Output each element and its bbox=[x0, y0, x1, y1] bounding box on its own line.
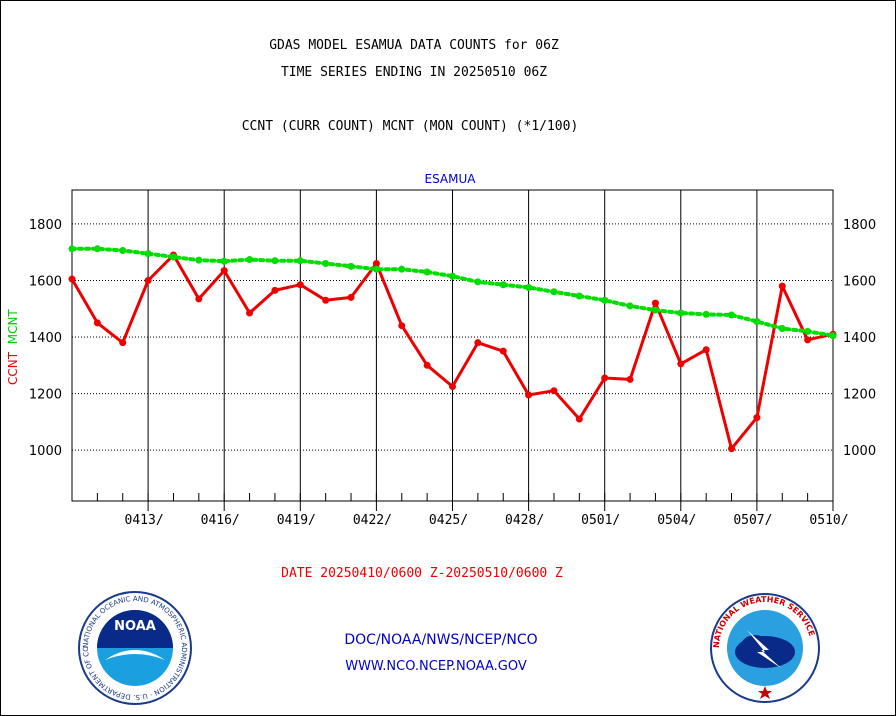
data-point-ccnt bbox=[753, 414, 761, 422]
y-tick-label-left: 1000 bbox=[29, 444, 62, 459]
x-tick-label: 0507/ bbox=[733, 513, 772, 528]
data-point-mcnt bbox=[322, 260, 330, 268]
x-tick-label: 0425/ bbox=[429, 513, 468, 528]
nws-logo-icon: NATIONAL WEATHER SERVICE bbox=[710, 593, 820, 703]
data-point-mcnt bbox=[474, 278, 482, 286]
x-tick-label: 0416/ bbox=[201, 513, 240, 528]
data-point-ccnt bbox=[347, 293, 355, 301]
data-point-mcnt bbox=[728, 311, 736, 319]
data-point-mcnt bbox=[804, 327, 812, 335]
chart-title-line-2: TIME SERIES ENDING IN 20250510 06Z bbox=[280, 65, 548, 80]
data-point-ccnt bbox=[702, 346, 710, 354]
data-point-ccnt bbox=[474, 339, 482, 347]
data-point-mcnt bbox=[68, 245, 76, 253]
data-point-ccnt bbox=[423, 361, 431, 369]
data-point-ccnt bbox=[778, 282, 786, 290]
data-point-mcnt bbox=[93, 245, 101, 253]
data-point-ccnt bbox=[499, 347, 507, 355]
data-point-mcnt bbox=[626, 302, 634, 310]
chart-title-line-3: CCNT (CURR COUNT) MCNT (MON COUNT) (*1/1… bbox=[241, 119, 579, 134]
x-tick-label: 0510/ bbox=[809, 513, 848, 528]
data-point-ccnt bbox=[93, 319, 101, 327]
x-tick-label: 0422/ bbox=[353, 513, 392, 528]
x-tick-label: 0504/ bbox=[657, 513, 696, 528]
data-point-mcnt bbox=[753, 317, 761, 325]
data-point-ccnt bbox=[271, 286, 279, 294]
data-point-ccnt bbox=[728, 445, 736, 453]
data-point-ccnt bbox=[220, 267, 228, 275]
data-point-ccnt bbox=[804, 336, 812, 344]
data-point-mcnt bbox=[398, 265, 406, 273]
data-point-ccnt bbox=[195, 295, 203, 303]
data-point-ccnt bbox=[296, 281, 304, 289]
data-point-mcnt bbox=[220, 257, 228, 265]
data-point-ccnt bbox=[246, 309, 254, 317]
data-point-ccnt bbox=[68, 275, 76, 283]
data-point-ccnt bbox=[144, 276, 152, 284]
data-point-mcnt bbox=[169, 253, 177, 261]
data-point-mcnt bbox=[119, 247, 127, 255]
x-tick-label: 0413/ bbox=[125, 513, 164, 528]
x-tick-label: 0419/ bbox=[277, 513, 316, 528]
chart-title-line-1: GDAS MODEL ESAMUA DATA COUNTS for 06Z bbox=[269, 38, 559, 53]
y-tick-label-left: 1800 bbox=[29, 218, 62, 233]
data-point-mcnt bbox=[246, 256, 254, 264]
x-tick-label: 0501/ bbox=[581, 513, 620, 528]
noaa-badge-text: NOAA bbox=[114, 619, 156, 634]
data-point-mcnt bbox=[702, 310, 710, 318]
data-point-mcnt bbox=[550, 288, 558, 296]
data-point-ccnt bbox=[601, 374, 609, 382]
data-point-mcnt bbox=[144, 250, 152, 258]
y-tick-label-right: 1200 bbox=[843, 388, 876, 403]
y-tick-label-right: 1400 bbox=[843, 331, 876, 346]
y-tick-label-left: 1200 bbox=[29, 388, 62, 403]
data-point-mcnt bbox=[499, 281, 507, 289]
data-point-ccnt bbox=[626, 375, 634, 383]
data-point-mcnt bbox=[372, 265, 380, 273]
data-point-ccnt bbox=[372, 260, 380, 268]
website-link[interactable]: WWW.NCO.NCEP.NOAA.GOV bbox=[345, 659, 527, 674]
data-point-mcnt bbox=[347, 262, 355, 270]
data-point-mcnt bbox=[296, 257, 304, 265]
data-point-ccnt bbox=[322, 296, 330, 304]
date-range-label: DATE 20250410/0600 Z-20250510/0600 Z bbox=[281, 566, 563, 581]
data-point-mcnt bbox=[525, 284, 533, 292]
plot-title: ESAMUA bbox=[424, 172, 476, 186]
data-point-mcnt bbox=[449, 272, 456, 280]
y-tick-label-right: 1800 bbox=[843, 218, 876, 233]
y-tick-label-left: 1400 bbox=[29, 331, 62, 346]
data-point-ccnt bbox=[651, 299, 659, 307]
y-tick-label-right: 1600 bbox=[843, 274, 876, 289]
x-tick-label: 0428/ bbox=[505, 513, 544, 528]
data-point-mcnt bbox=[271, 257, 279, 265]
data-point-mcnt bbox=[601, 296, 609, 304]
data-point-mcnt bbox=[651, 306, 659, 314]
doc-link[interactable]: DOC/NOAA/NWS/NCEP/NCO bbox=[344, 632, 538, 648]
data-point-ccnt bbox=[575, 415, 583, 423]
y-tick-label-left: 1600 bbox=[29, 274, 62, 289]
data-point-mcnt bbox=[423, 268, 431, 276]
data-point-ccnt bbox=[398, 322, 406, 330]
data-point-ccnt bbox=[677, 360, 685, 368]
noaa-logo-icon: NATIONAL OCEANIC AND ATMOSPHERIC ADMINIS… bbox=[75, 588, 192, 705]
data-point-mcnt bbox=[829, 332, 837, 340]
data-point-mcnt bbox=[575, 292, 583, 300]
data-point-mcnt bbox=[195, 256, 203, 264]
data-point-mcnt bbox=[778, 325, 786, 333]
data-point-ccnt bbox=[449, 382, 456, 390]
data-point-ccnt bbox=[525, 391, 533, 399]
data-point-ccnt bbox=[550, 387, 558, 395]
data-point-mcnt bbox=[677, 309, 685, 317]
data-point-ccnt bbox=[119, 339, 127, 347]
y-tick-label-right: 1000 bbox=[843, 444, 876, 459]
